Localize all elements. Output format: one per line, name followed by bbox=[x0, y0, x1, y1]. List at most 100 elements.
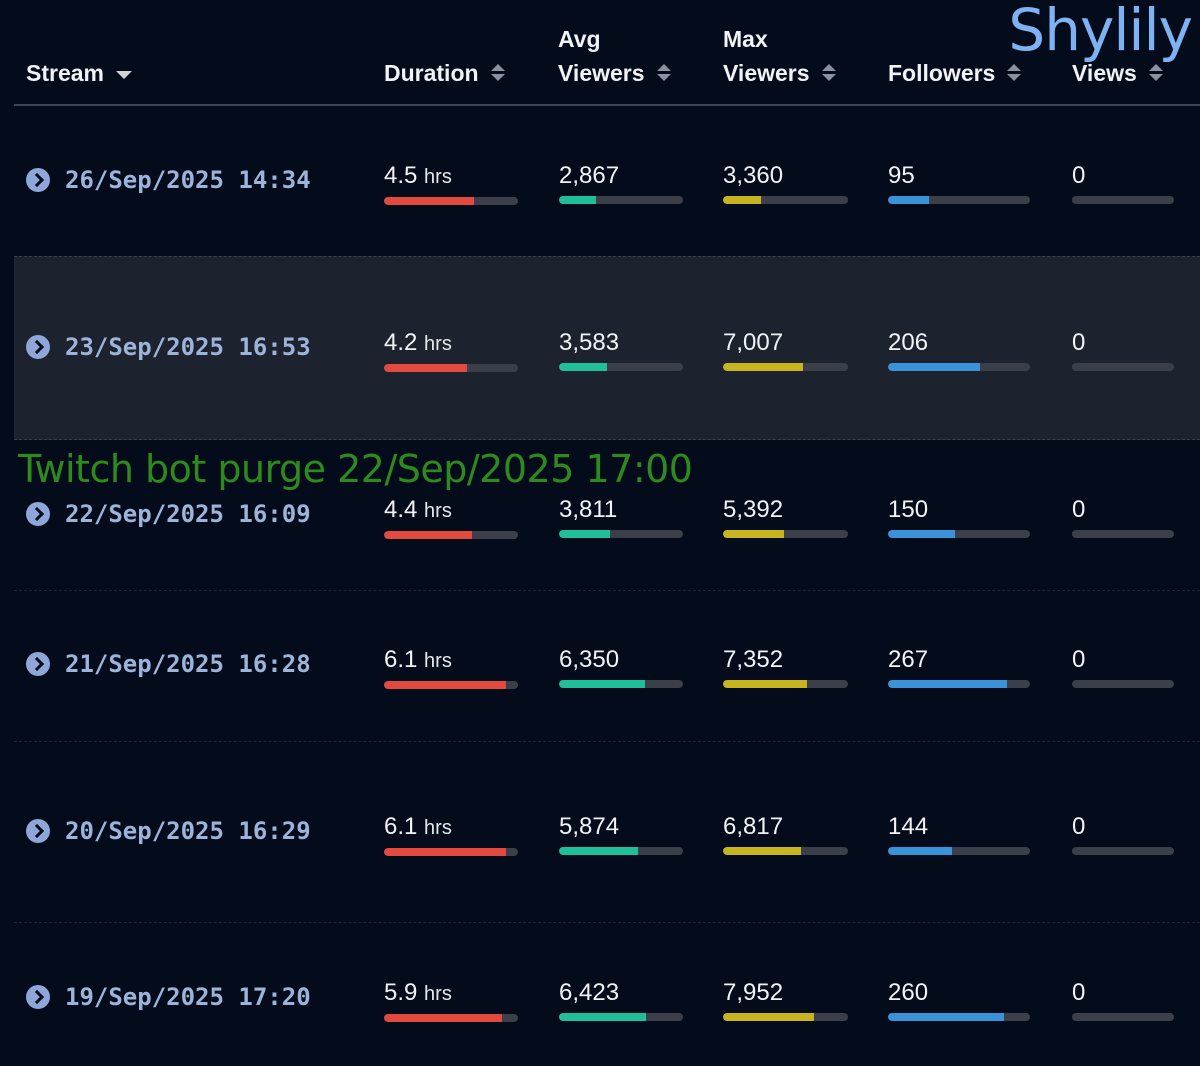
chevron-right-icon[interactable] bbox=[26, 335, 50, 359]
followers-bar-track bbox=[888, 363, 1030, 371]
followers-bar-fill bbox=[888, 363, 981, 371]
stream-date[interactable]: 23/Sep/2025 16:53 bbox=[65, 333, 311, 361]
avg-cell: 2,867 bbox=[559, 162, 683, 204]
duration-unit: hrs bbox=[424, 166, 452, 188]
column-header-avg-label-line1: Avg bbox=[558, 26, 601, 52]
followers-bar-track bbox=[888, 196, 1030, 204]
column-header-followers[interactable]: Followers bbox=[888, 56, 1022, 90]
column-header-stream[interactable]: Stream bbox=[26, 56, 132, 90]
duration-cell: 5.9 hrs bbox=[384, 979, 518, 1022]
column-header-views-label: Views bbox=[1072, 60, 1137, 86]
duration-value: 6.1 hrs bbox=[384, 813, 452, 840]
chevron-right-icon[interactable] bbox=[26, 819, 50, 843]
views-cell: 0 bbox=[1072, 496, 1174, 538]
row-divider bbox=[14, 590, 1200, 591]
duration-bar-fill bbox=[384, 681, 506, 689]
max-value: 5,392 bbox=[723, 496, 784, 523]
chevron-right-icon[interactable] bbox=[26, 502, 50, 526]
chevron-right-icon[interactable] bbox=[26, 652, 50, 676]
row-divider bbox=[14, 741, 1200, 742]
column-header-max-label-line1: Max bbox=[723, 26, 768, 52]
sort-icon[interactable] bbox=[821, 64, 836, 82]
avg-bar-fill bbox=[559, 530, 610, 538]
column-header-views[interactable]: Views bbox=[1072, 56, 1163, 90]
max-bar-track bbox=[723, 1013, 848, 1021]
avg-cell: 6,350 bbox=[559, 646, 683, 688]
views-cell: 0 bbox=[1072, 813, 1174, 855]
stream-date[interactable]: 20/Sep/2025 16:29 bbox=[65, 817, 311, 845]
views-bar-track bbox=[1072, 363, 1174, 371]
avg-bar-track bbox=[559, 1013, 683, 1021]
max-value: 6,817 bbox=[723, 813, 784, 840]
sort-icon[interactable] bbox=[490, 64, 505, 82]
avg-cell: 3,583 bbox=[559, 329, 683, 371]
views-bar-track bbox=[1072, 196, 1174, 204]
column-header-avg-label-line2: Viewers bbox=[558, 60, 645, 86]
sort-icon[interactable] bbox=[1007, 64, 1022, 82]
column-header-followers-label: Followers bbox=[888, 60, 996, 86]
max-value: 3,360 bbox=[723, 162, 784, 189]
table-row[interactable]: 26/Sep/2025 14:34 bbox=[26, 166, 311, 194]
table-row[interactable]: 20/Sep/2025 16:29 bbox=[26, 817, 311, 845]
followers-cell: 150 bbox=[888, 496, 1030, 538]
stream-date[interactable]: 22/Sep/2025 16:09 bbox=[65, 500, 311, 528]
avg-cell: 3,811 bbox=[559, 496, 683, 538]
avg-bar-fill bbox=[559, 196, 597, 204]
max-value: 7,352 bbox=[723, 646, 784, 673]
avg-bar-track bbox=[559, 847, 683, 855]
views-bar-track bbox=[1072, 847, 1174, 855]
chevron-down-icon[interactable] bbox=[115, 70, 132, 79]
max-bar-track bbox=[723, 530, 848, 538]
duration-value: 4.5 hrs bbox=[384, 162, 452, 189]
avg-value: 2,867 bbox=[559, 162, 620, 189]
duration-cell: 6.1 hrs bbox=[384, 646, 518, 689]
chevron-right-icon[interactable] bbox=[26, 168, 50, 192]
bot-purge-annotation: Twitch bot purge 22/Sep/2025 17:00 bbox=[18, 447, 693, 491]
table-row[interactable]: 22/Sep/2025 16:09 bbox=[26, 500, 311, 528]
chevron-right-icon[interactable] bbox=[26, 985, 50, 1009]
column-header-max-viewers[interactable]: Max Viewers bbox=[723, 22, 836, 90]
followers-bar-fill bbox=[888, 530, 955, 538]
duration-unit: hrs bbox=[424, 983, 452, 1005]
views-value: 0 bbox=[1072, 813, 1086, 840]
followers-value: 260 bbox=[888, 979, 929, 1006]
avg-bar-fill bbox=[559, 363, 608, 371]
sort-icon[interactable] bbox=[1148, 64, 1163, 82]
stream-date[interactable]: 26/Sep/2025 14:34 bbox=[65, 166, 311, 194]
max-bar-track bbox=[723, 196, 848, 204]
duration-bar-track bbox=[384, 848, 518, 856]
followers-value: 144 bbox=[888, 813, 929, 840]
followers-cell: 95 bbox=[888, 162, 1030, 204]
views-value: 0 bbox=[1072, 162, 1086, 189]
max-bar-track bbox=[723, 680, 848, 688]
sort-icon[interactable] bbox=[656, 64, 671, 82]
stream-date[interactable]: 21/Sep/2025 16:28 bbox=[65, 650, 311, 678]
max-bar-fill bbox=[723, 196, 761, 204]
views-value: 0 bbox=[1072, 329, 1086, 356]
stream-date[interactable]: 19/Sep/2025 17:20 bbox=[65, 983, 311, 1011]
duration-value: 6.1 hrs bbox=[384, 646, 452, 673]
table-row[interactable]: 23/Sep/2025 16:53 bbox=[26, 333, 311, 361]
max-bar-fill bbox=[723, 680, 807, 688]
max-cell: 7,007 bbox=[723, 329, 848, 371]
followers-cell: 260 bbox=[888, 979, 1030, 1021]
avg-value: 6,423 bbox=[559, 979, 620, 1006]
duration-bar-fill bbox=[384, 364, 468, 372]
column-header-duration[interactable]: Duration bbox=[384, 56, 505, 90]
duration-cell: 4.5 hrs bbox=[384, 162, 518, 205]
followers-bar-track bbox=[888, 680, 1030, 688]
table-row[interactable]: 21/Sep/2025 16:28 bbox=[26, 650, 311, 678]
followers-bar-fill bbox=[888, 196, 930, 204]
followers-value: 150 bbox=[888, 496, 929, 523]
table-row[interactable]: 19/Sep/2025 17:20 bbox=[26, 983, 311, 1011]
max-value: 7,007 bbox=[723, 329, 784, 356]
max-cell: 7,952 bbox=[723, 979, 848, 1021]
duration-bar-track bbox=[384, 1014, 518, 1022]
views-value: 0 bbox=[1072, 496, 1086, 523]
followers-bar-fill bbox=[888, 680, 1008, 688]
duration-cell: 4.4 hrs bbox=[384, 496, 518, 539]
column-header-avg-viewers[interactable]: Avg Viewers bbox=[558, 22, 671, 90]
followers-value: 95 bbox=[888, 162, 915, 189]
duration-cell: 4.2 hrs bbox=[384, 329, 518, 372]
views-cell: 0 bbox=[1072, 979, 1174, 1021]
